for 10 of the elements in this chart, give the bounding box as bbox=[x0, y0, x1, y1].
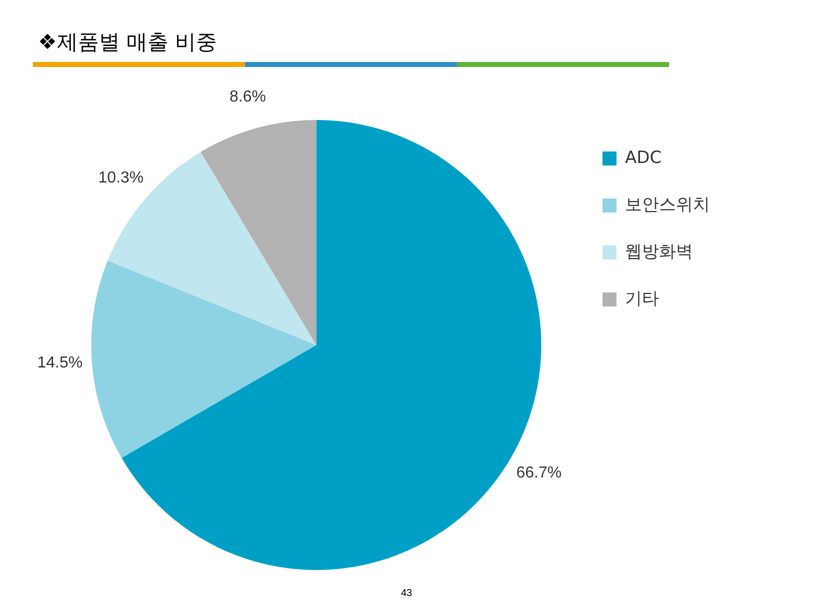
data-label: 10.3% bbox=[98, 169, 144, 186]
legend-label: 보안스위치 bbox=[625, 194, 710, 215]
chart-title: ❖제품별 매출 비중 bbox=[38, 29, 218, 56]
data-label: 66.7% bbox=[516, 464, 562, 482]
text: 43 bbox=[400, 588, 414, 599]
data-label: 8.6% bbox=[229, 88, 266, 106]
legend-label: 기타 bbox=[625, 288, 659, 309]
data-label: 14.5% bbox=[37, 354, 83, 372]
legend-label: 웹방화벽 bbox=[625, 242, 693, 262]
legend-label: ADC bbox=[625, 148, 662, 168]
